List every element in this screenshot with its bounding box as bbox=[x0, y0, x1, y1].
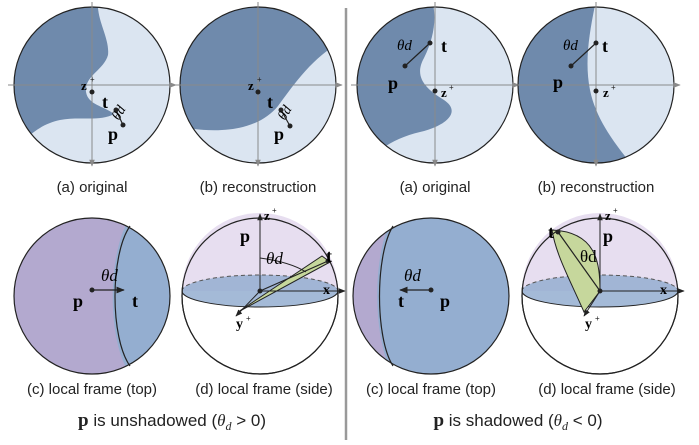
caption-right-d: (d) local frame (side) bbox=[538, 381, 676, 398]
svg-text:p: p bbox=[440, 291, 450, 311]
caption-left-b: (b) reconstruction bbox=[200, 179, 317, 196]
t-label: t bbox=[102, 92, 108, 112]
svg-text:θd: θd bbox=[397, 38, 412, 54]
svg-text:t: t bbox=[548, 222, 554, 242]
svg-text:θd: θd bbox=[580, 247, 597, 266]
svg-text:z: z bbox=[603, 85, 609, 100]
svg-text:θd: θd bbox=[266, 249, 283, 268]
panel-right-b-reconstruction: θd t p z + bbox=[512, 2, 681, 167]
caption-right-b: (b) reconstruction bbox=[538, 179, 655, 196]
svg-text:p: p bbox=[553, 72, 563, 92]
svg-text:+: + bbox=[595, 314, 600, 323]
caption-right-a: (a) original bbox=[400, 179, 471, 196]
svg-text:p: p bbox=[73, 291, 83, 311]
svg-text:+: + bbox=[613, 206, 618, 215]
svg-text:x: x bbox=[660, 283, 667, 298]
svg-text:y: y bbox=[236, 317, 243, 332]
svg-text:t: t bbox=[132, 291, 138, 311]
svg-text:t: t bbox=[602, 36, 608, 56]
z-label: z bbox=[81, 78, 87, 93]
panel-right-c-local-frame-top: θd t p bbox=[352, 217, 510, 375]
panel-left-a-original: z + t θd p bbox=[8, 2, 177, 167]
p-label: p bbox=[108, 124, 118, 144]
caption-left-d: (d) local frame (side) bbox=[195, 381, 333, 398]
svg-text:θd: θd bbox=[101, 266, 118, 285]
panel-left-b-reconstruction: z + t θd p bbox=[174, 2, 343, 167]
panel-right-d-local-frame-side: z + t p θd x y + bbox=[521, 206, 685, 375]
caption-left-c: (c) local frame (top) bbox=[27, 381, 157, 398]
panel-left-d-local-frame-side: z + p θd t x y + bbox=[181, 206, 346, 375]
svg-text:t: t bbox=[267, 92, 273, 112]
svg-text:p: p bbox=[274, 124, 284, 144]
svg-text:p: p bbox=[388, 73, 398, 93]
svg-text:y: y bbox=[585, 317, 592, 332]
panel-right-a-original: θd t p z + bbox=[351, 2, 520, 167]
svg-text:θd: θd bbox=[563, 38, 578, 54]
svg-text:t: t bbox=[441, 36, 447, 56]
caption-left-a: (a) original bbox=[57, 179, 128, 196]
caption-right-c: (c) local frame (top) bbox=[366, 381, 496, 398]
svg-text:z: z bbox=[605, 208, 611, 223]
svg-text:+: + bbox=[90, 75, 95, 84]
panel-left-c-local-frame-top: θd p t bbox=[13, 217, 171, 375]
svg-text:+: + bbox=[257, 75, 262, 84]
svg-text:+: + bbox=[272, 206, 277, 215]
svg-text:t: t bbox=[398, 291, 404, 311]
svg-text:θd: θd bbox=[404, 266, 421, 285]
footer-left: p is unshadowed (θd > 0) bbox=[78, 410, 266, 433]
svg-text:+: + bbox=[246, 314, 251, 323]
svg-text:+: + bbox=[611, 83, 616, 92]
svg-text:t: t bbox=[326, 246, 332, 266]
svg-text:+: + bbox=[449, 83, 454, 92]
svg-text:p: p bbox=[240, 226, 250, 246]
svg-text:z: z bbox=[248, 78, 254, 93]
svg-text:z: z bbox=[264, 208, 270, 223]
svg-text:p: p bbox=[603, 226, 613, 246]
svg-text:z: z bbox=[441, 85, 447, 100]
svg-text:x: x bbox=[323, 283, 330, 298]
footer-right: p is shadowed (θd < 0) bbox=[433, 410, 602, 433]
